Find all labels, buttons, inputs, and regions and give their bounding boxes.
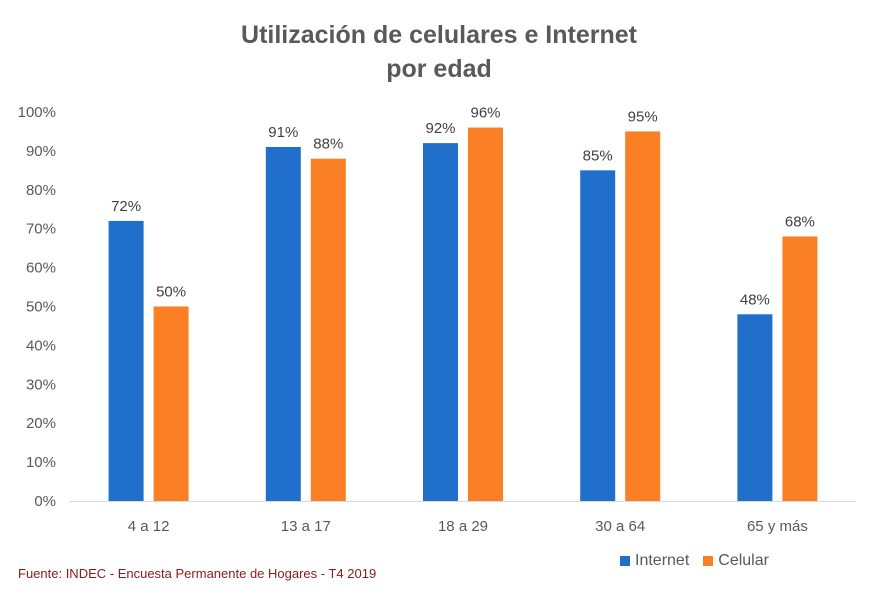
y-tick-label: 10% — [26, 454, 56, 471]
data-label-celular: 88% — [313, 136, 343, 153]
legend-label-celular: Celular — [718, 552, 769, 569]
legend-swatch-celular — [703, 556, 714, 566]
y-tick-label: 60% — [26, 260, 56, 277]
y-tick-label: 50% — [26, 299, 56, 316]
bar-internet — [108, 220, 144, 502]
legend-item-celular: Celular — [703, 552, 769, 570]
chart-title-line-1: Utilización de celulares e Internet — [241, 21, 637, 49]
bar-internet — [580, 170, 616, 501]
data-label-internet: 91% — [268, 124, 298, 141]
bar-celular — [153, 306, 189, 501]
source-note: Fuente: INDEC - Encuesta Permanente de H… — [18, 566, 377, 581]
y-tick-label: 30% — [26, 376, 56, 393]
bar-celular — [625, 131, 661, 501]
bar-internet — [423, 143, 458, 501]
x-tick-label: 65 y más — [747, 518, 808, 535]
legend-label-internet: Internet — [635, 552, 690, 569]
y-tick-label: 80% — [26, 182, 56, 199]
data-label-celular: 50% — [156, 284, 186, 301]
data-label-celular: 68% — [785, 213, 815, 230]
data-label-internet: 85% — [583, 147, 613, 164]
x-tick-label: 30 a 64 — [595, 518, 645, 535]
data-label-celular: 95% — [628, 108, 658, 125]
x-tick-label: 4 a 12 — [128, 518, 170, 535]
bar-celular — [468, 127, 503, 501]
x-tick-label: 18 a 29 — [438, 518, 488, 535]
legend-swatch-internet — [620, 556, 630, 566]
bar-internet — [737, 314, 773, 501]
bar-internet — [265, 147, 301, 501]
data-label-internet: 48% — [740, 291, 770, 308]
chart-title-line-2: por edad — [386, 55, 492, 83]
chart-title: Utilización de celulares e Internet por … — [0, 18, 878, 86]
y-tick-label: 0% — [34, 493, 56, 510]
y-tick-label: 20% — [26, 415, 56, 432]
y-tick-label: 70% — [26, 221, 56, 238]
data-label-internet: 72% — [111, 198, 141, 215]
y-tick-label: 90% — [26, 143, 56, 160]
data-label-celular: 96% — [470, 105, 500, 122]
y-tick-label: 100% — [18, 104, 56, 121]
x-tick-label: 13 a 17 — [281, 518, 331, 535]
legend: Internet Celular — [620, 552, 769, 570]
data-label-internet: 92% — [425, 120, 455, 137]
bar-celular — [782, 236, 818, 502]
bar-celular — [310, 158, 346, 501]
y-tick-label: 40% — [26, 337, 56, 354]
legend-item-internet: Internet — [620, 552, 689, 570]
